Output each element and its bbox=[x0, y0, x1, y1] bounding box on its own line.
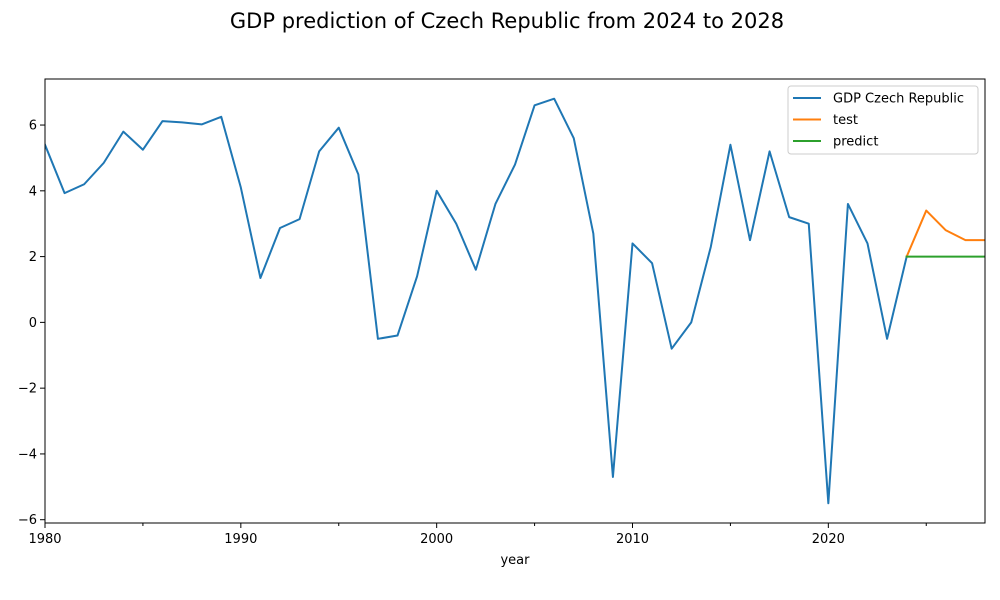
y-tick-label: −6 bbox=[18, 513, 37, 528]
y-tick-label: 2 bbox=[29, 250, 37, 265]
y-tick-label: 4 bbox=[29, 184, 37, 199]
y-tick-label: −4 bbox=[18, 447, 37, 462]
legend-label-2: predict bbox=[833, 135, 878, 150]
legend-label-1: test bbox=[833, 113, 858, 128]
chart-title: GDP prediction of Czech Republic from 20… bbox=[230, 9, 784, 33]
x-tick-label: 1990 bbox=[224, 532, 257, 547]
x-tick-label: 2000 bbox=[420, 532, 453, 547]
legend-label-0: GDP Czech Republic bbox=[833, 92, 964, 107]
y-axis: −6 −4 −2 0 2 4 6 bbox=[18, 119, 45, 528]
legend: GDP Czech Republic test predict bbox=[787, 85, 979, 155]
y-tick-label: 0 bbox=[29, 316, 37, 331]
x-tick-label: 2010 bbox=[616, 532, 649, 547]
x-tick-label: 2020 bbox=[812, 532, 845, 547]
y-tick-label: 6 bbox=[29, 119, 37, 134]
plot-frame bbox=[44, 78, 986, 524]
plot-lines bbox=[45, 97, 985, 505]
x-axis-label: year bbox=[500, 553, 530, 568]
series-line-0 bbox=[45, 97, 908, 505]
legend-box bbox=[787, 85, 979, 155]
series-line-1 bbox=[905, 209, 985, 258]
y-tick-label: −2 bbox=[18, 382, 37, 397]
x-tick-label: 1980 bbox=[28, 532, 61, 547]
x-axis: 1980 1990 2000 2010 2020 bbox=[28, 523, 927, 547]
